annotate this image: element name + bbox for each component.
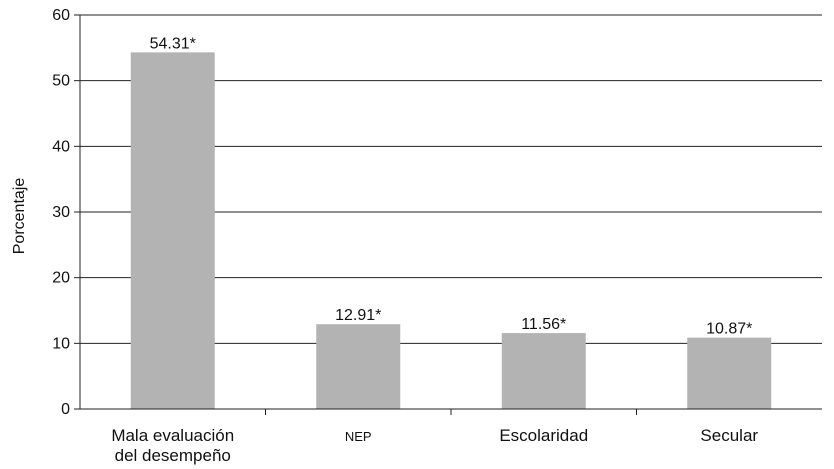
y-tick-label: 50: [52, 73, 70, 90]
y-tick-label: 20: [52, 270, 70, 287]
y-axis-title: Porcentaje: [11, 178, 28, 255]
bar-value-label: 10.87*: [706, 321, 752, 338]
y-tick-label: 60: [52, 7, 70, 24]
bar: [316, 324, 401, 409]
x-category-label: Secular: [700, 426, 758, 445]
x-category-label: Escolaridad: [499, 426, 588, 445]
bar: [687, 337, 772, 409]
axes: [74, 14, 822, 415]
x-category-label: del desempeño: [115, 446, 231, 465]
y-tick-label: 40: [52, 138, 70, 155]
bar: [501, 333, 586, 409]
y-tick-label: 0: [61, 401, 70, 418]
x-category-label: Mala evaluación: [111, 426, 234, 445]
bar-value-label: 11.56*: [521, 316, 566, 333]
x-category-label: NEP: [345, 429, 372, 444]
bar-value-label: 54.31*: [150, 35, 196, 52]
bars: [130, 52, 772, 410]
y-tick-label: 10: [52, 335, 70, 352]
bar-value-label: 12.91*: [335, 307, 381, 324]
y-tick-label: 30: [52, 204, 70, 221]
bar: [130, 52, 215, 410]
